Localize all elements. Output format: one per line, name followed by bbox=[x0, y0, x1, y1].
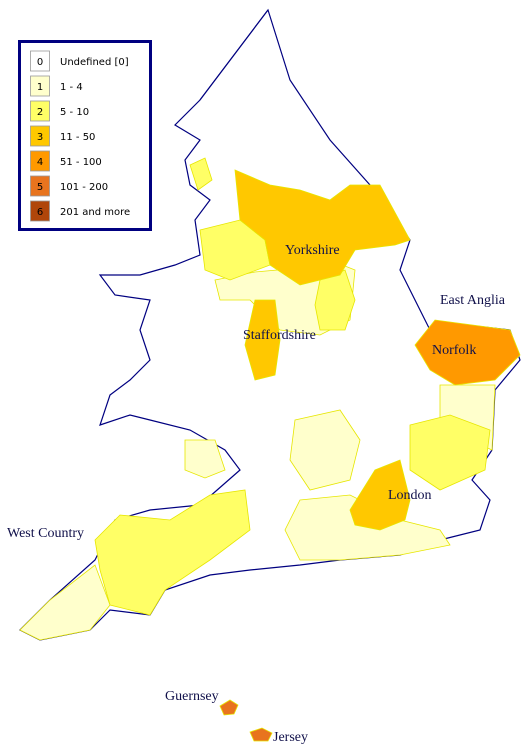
region bbox=[414, 319, 521, 386]
legend-class: 1 bbox=[37, 82, 43, 93]
legend-swatch bbox=[30, 150, 50, 172]
legend-label: 1 - 4 bbox=[60, 82, 83, 93]
region bbox=[19, 564, 111, 641]
place-label: Yorkshire bbox=[285, 243, 340, 258]
region bbox=[249, 727, 273, 742]
legend-swatch bbox=[30, 75, 50, 97]
legend-class: 4 bbox=[37, 157, 43, 168]
place-label: Jersey bbox=[273, 730, 308, 745]
region bbox=[189, 157, 213, 191]
region bbox=[349, 459, 411, 531]
place-label: Guernsey bbox=[165, 689, 219, 704]
place-label: West Country bbox=[7, 526, 84, 541]
legend-swatch bbox=[30, 125, 50, 147]
region bbox=[94, 489, 251, 616]
legend-label: Undefined [0] bbox=[60, 57, 129, 68]
place-label: London bbox=[388, 488, 432, 503]
region bbox=[219, 699, 239, 716]
legend-class: 5 bbox=[37, 182, 43, 193]
region bbox=[184, 439, 226, 479]
legend-class: 6 bbox=[37, 207, 43, 218]
region bbox=[409, 414, 491, 491]
place-label: Norfolk bbox=[432, 343, 476, 358]
region bbox=[234, 169, 411, 286]
region bbox=[314, 269, 356, 331]
place-label: Staffordshire bbox=[243, 328, 316, 343]
legend-label: 5 - 10 bbox=[60, 107, 89, 118]
legend-swatch bbox=[30, 200, 50, 222]
legend-class: 3 bbox=[37, 132, 43, 143]
legend-label: 11 - 50 bbox=[60, 132, 95, 143]
place-label: East Anglia bbox=[440, 293, 506, 308]
legend-class: 2 bbox=[37, 107, 43, 118]
legend-class: 0 bbox=[37, 57, 43, 68]
legend-swatch bbox=[30, 100, 50, 122]
legend-swatch bbox=[30, 50, 50, 72]
legend-swatch bbox=[30, 175, 50, 197]
legend-label: 201 and more bbox=[60, 207, 130, 218]
region bbox=[289, 409, 361, 491]
legend-label: 101 - 200 bbox=[60, 182, 108, 193]
region bbox=[244, 299, 281, 381]
legend-label: 51 - 100 bbox=[60, 157, 102, 168]
